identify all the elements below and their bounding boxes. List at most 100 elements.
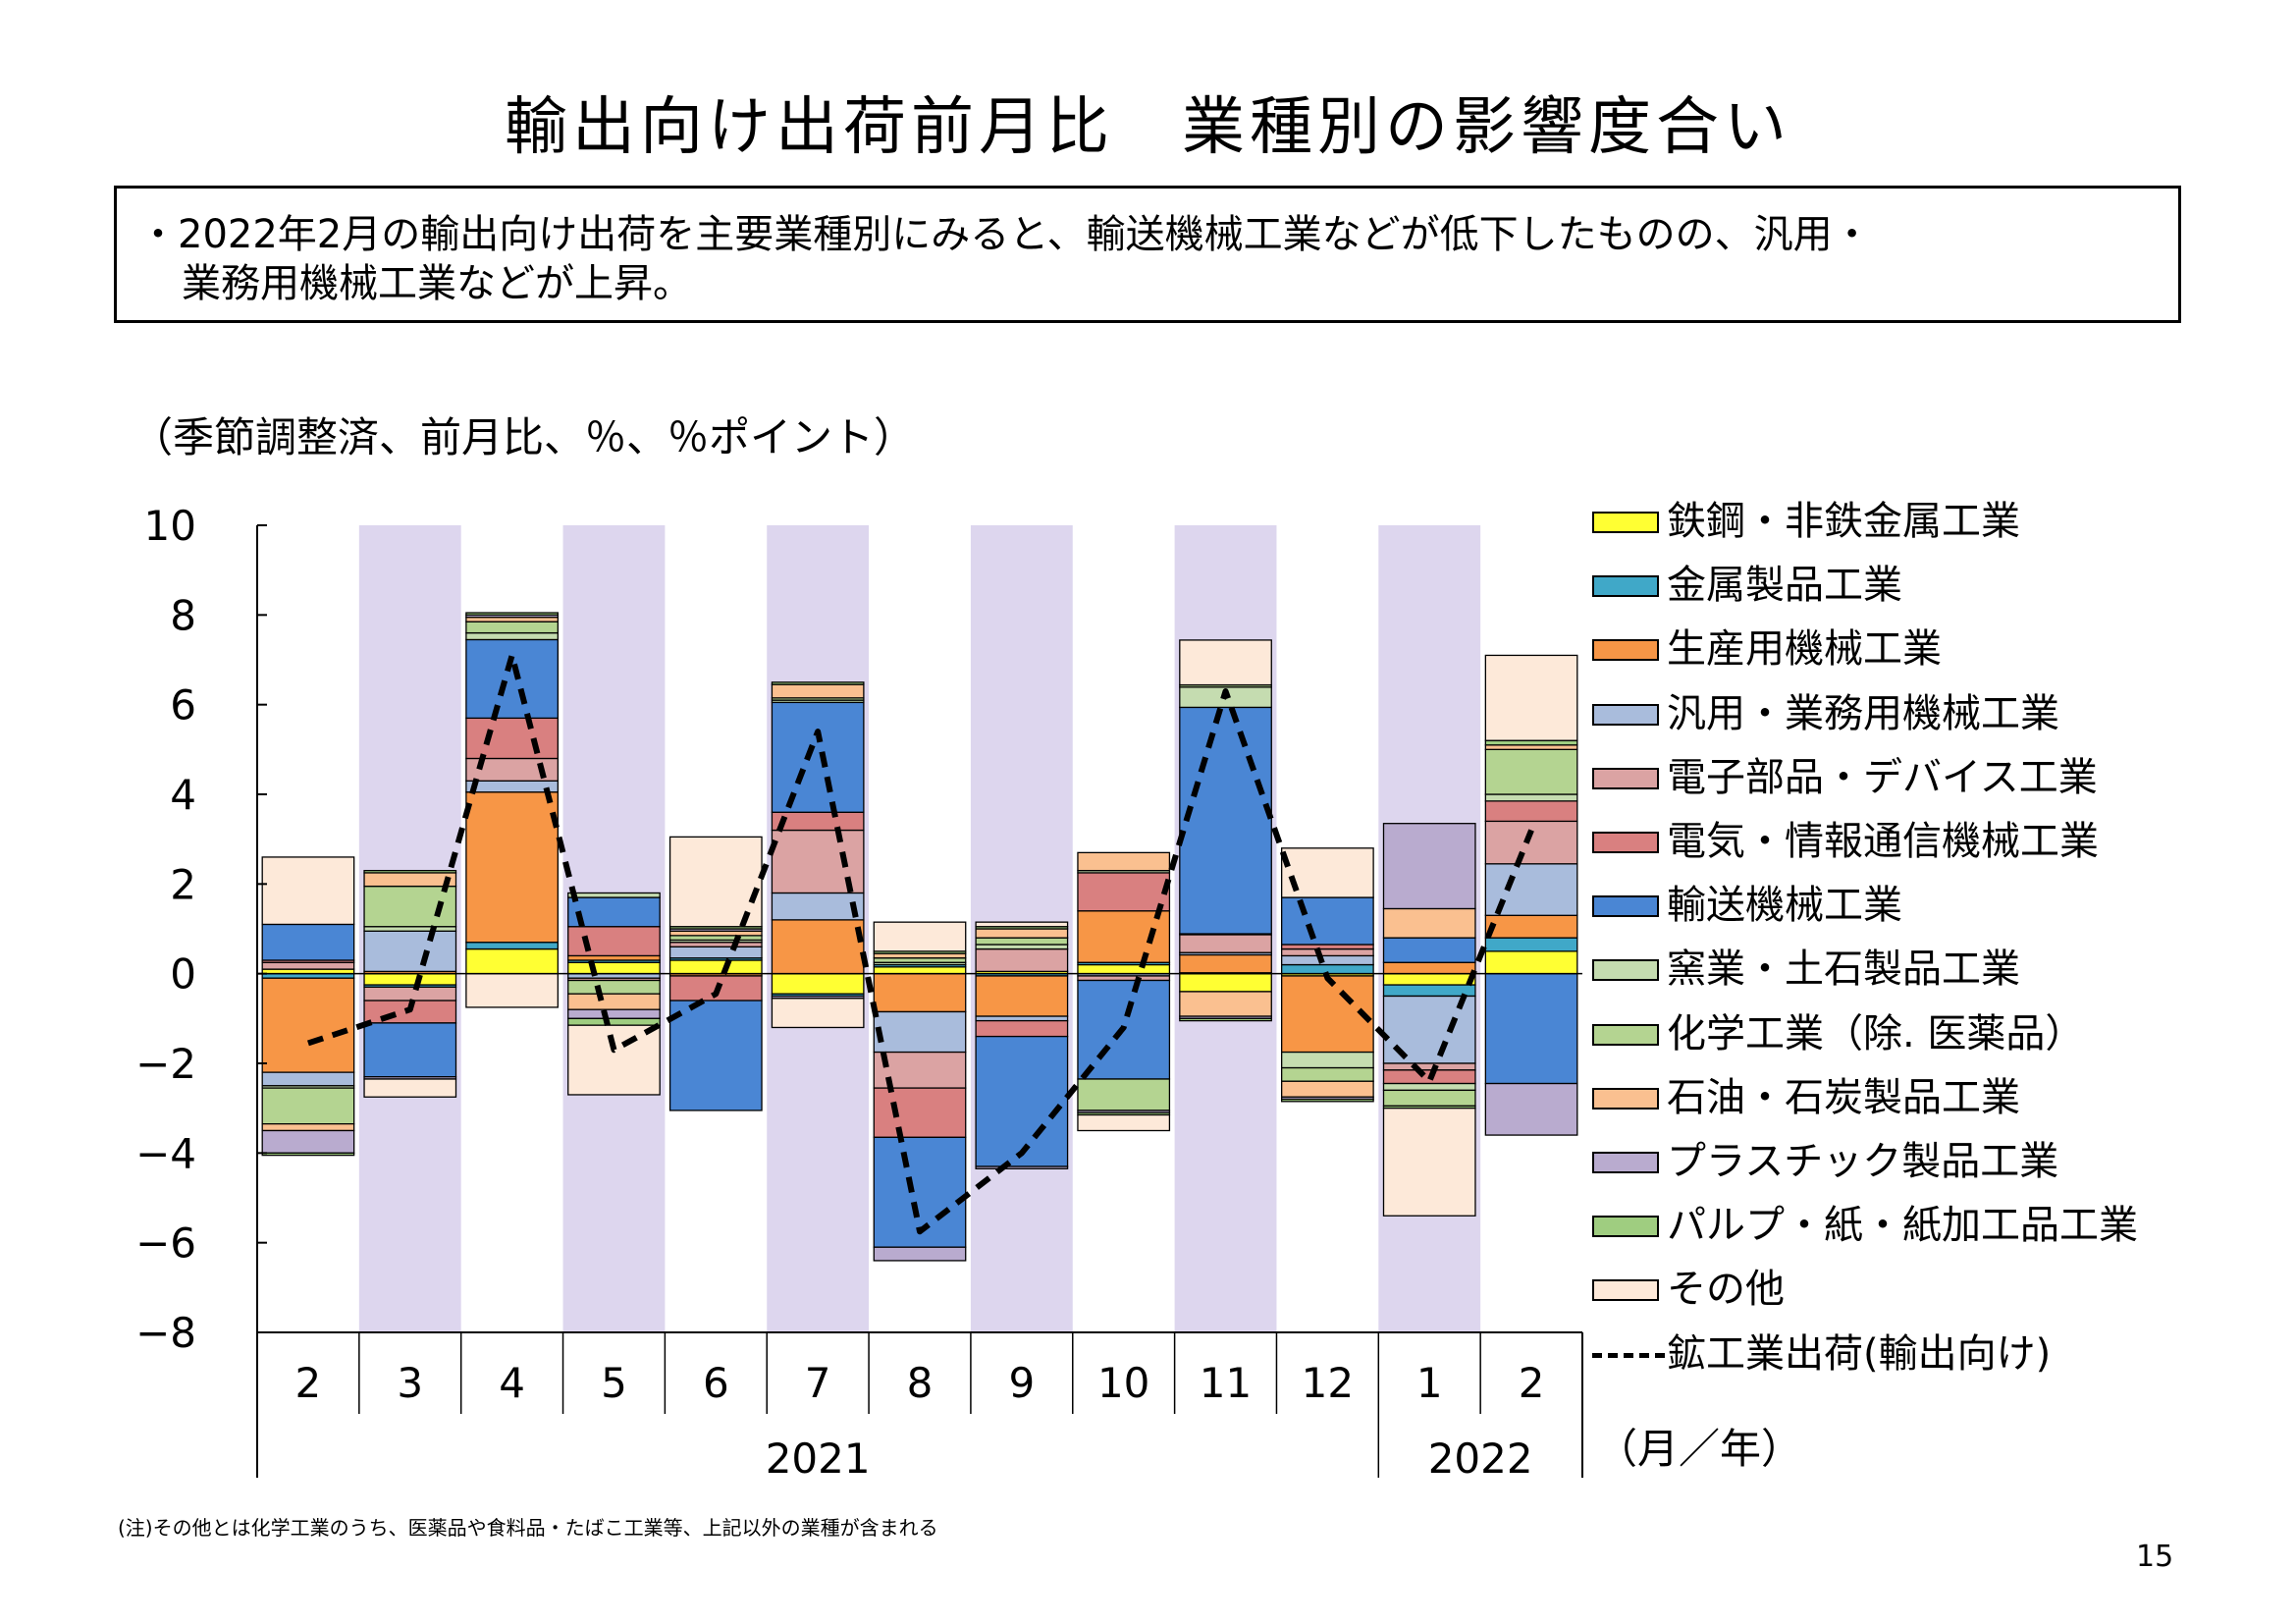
bar-seg-s6-c5 (771, 701, 865, 813)
x-tick-label-4: 6 (703, 1359, 729, 1407)
bar-seg-s2-c10 (1281, 975, 1374, 1054)
bar-seg-s2-c11 (1382, 961, 1476, 975)
x-tick-label-2: 4 (499, 1359, 525, 1407)
legend-swatch-11 (1592, 1216, 1659, 1238)
footnote: (注)その他とは化学工業のうち、医薬品や食料品・たばこ工業等、上記以外の業種が含… (118, 1516, 938, 1540)
bar-seg-s4-c12 (1484, 820, 1578, 865)
bar-seg-s12-c0 (261, 856, 355, 926)
legend-swatch-10 (1592, 1152, 1659, 1173)
bar-seg-s9-c8 (1077, 851, 1171, 872)
bar-seg-s9-c0 (261, 1123, 355, 1132)
y-tick-label-4: 2 (170, 860, 196, 908)
y-tick-label-5: 0 (170, 950, 196, 999)
bar-seg-s10-c12 (1484, 1082, 1578, 1136)
legend-label-13: 鉱工業出荷(輸出向け) (1667, 1330, 2052, 1377)
bar-seg-s0-c4 (668, 959, 763, 975)
summary-line-1: ・2022年2月の輸出向け出荷を主要業種別にみると、輸送機械工業などが低下したも… (138, 212, 1872, 257)
stacked-bars (261, 612, 1578, 1262)
bar-seg-s8-c10 (1281, 1066, 1374, 1082)
bar-seg-s9-c12 (1484, 744, 1578, 750)
y-tick-label-9: −8 (135, 1309, 196, 1357)
bar-seg-s0-c2 (465, 947, 559, 975)
bar-seg-s0-c11 (1382, 973, 1476, 986)
bar-seg-s2-c8 (1077, 910, 1171, 963)
bar-seg-s9-c3 (567, 993, 661, 1010)
bar-seg-s11-c0 (261, 1152, 355, 1157)
bar-seg-s2-c3 (567, 954, 661, 961)
year-label-0: 2021 (766, 1435, 871, 1483)
legend-label-12: その他 (1667, 1267, 1785, 1313)
unit-note: （季節調整済、前月比、％、％ポイント） (132, 413, 916, 461)
bar-seg-s3-c6 (873, 1010, 967, 1054)
year-label-1: 2022 (1428, 1435, 1533, 1483)
bar-seg-s3-c4 (668, 946, 763, 959)
bar-seg-s5-c10 (1281, 944, 1374, 950)
bar-seg-s9-c5 (771, 683, 865, 699)
bar-seg-s2-c0 (261, 977, 355, 1073)
bar-seg-s8-c0 (261, 1087, 355, 1125)
y-tick-label-6: −2 (135, 1040, 196, 1088)
bar-seg-s7-c12 (1484, 793, 1578, 802)
bar-seg-s4-c4 (668, 942, 763, 947)
legend-label-10: プラスチック製品工業 (1667, 1139, 2059, 1184)
bar-seg-s9-c1 (363, 872, 457, 888)
bar-seg-s4-c1 (363, 986, 457, 1001)
bar-seg-s8-c8 (1077, 1078, 1171, 1111)
bar-seg-s10-c3 (567, 1008, 661, 1019)
bar-seg-s9-c7 (975, 928, 1069, 939)
bar-seg-s12-c12 (1484, 654, 1578, 741)
bar-seg-s10-c6 (873, 1246, 967, 1262)
bar-seg-s5-c7 (975, 1019, 1069, 1038)
x-unit-label: （月／年） (1596, 1425, 1802, 1473)
bar-seg-s9-c2 (465, 616, 559, 623)
bar-seg-s6-c4 (668, 1000, 763, 1111)
x-tick-label-7: 9 (1008, 1359, 1035, 1407)
legend-dashed-line-icon (1592, 1352, 1665, 1358)
legend-swatch-1 (1592, 575, 1659, 598)
legend-label-6: 輸送機械工業 (1667, 883, 1902, 929)
bar-seg-s12-c8 (1077, 1113, 1171, 1132)
bar-seg-s11-c12 (1484, 739, 1578, 746)
bar-seg-s6-c7 (975, 1035, 1069, 1167)
bar-seg-s11-c5 (771, 681, 865, 685)
legend-label-5: 電気・情報通信機械工業 (1667, 819, 2099, 864)
page-title: 輸出向け出荷前月比 業種別の影響度合い (505, 91, 1791, 164)
bar-seg-s4-c7 (975, 947, 1069, 973)
x-tick-label-5: 7 (805, 1359, 831, 1407)
x-tick-label-8: 10 (1097, 1359, 1149, 1407)
y-tick-label-3: 4 (170, 771, 196, 819)
bar-seg-s3-c0 (261, 1071, 355, 1087)
bar-seg-s10-c7 (975, 1165, 1069, 1169)
bar-seg-s8-c6 (873, 957, 967, 963)
bar-seg-s0-c5 (771, 973, 865, 995)
legend-label-3: 汎用・業務用機械工業 (1667, 690, 2059, 736)
bar-seg-s7-c2 (465, 631, 559, 641)
x-tick-label-12: 2 (1519, 1359, 1545, 1407)
bar-seg-s4-c9 (1179, 934, 1272, 953)
bar-seg-s5-c6 (873, 1087, 967, 1139)
legend-label-9: 石油・石炭製品工業 (1667, 1074, 2020, 1120)
legend-swatch-8 (1592, 1023, 1659, 1046)
line-export-shipments (306, 652, 1534, 1235)
bar-seg-s11-c2 (465, 612, 559, 616)
bar-seg-s2-c12 (1484, 914, 1578, 939)
bar-seg-s10-c11 (1382, 823, 1476, 910)
bar-seg-s12-c9 (1179, 639, 1272, 686)
y-tick-label-7: −4 (135, 1129, 196, 1177)
bar-seg-s11-c9 (1179, 1017, 1272, 1022)
bar-seg-s12-c1 (363, 1078, 457, 1098)
bar-seg-s5-c8 (1077, 872, 1171, 912)
bar-seg-s12-c2 (465, 973, 559, 1008)
bar-seg-s3-c1 (363, 930, 457, 973)
bar-seg-s1-c12 (1484, 937, 1578, 952)
x-tick-label-9: 11 (1200, 1359, 1252, 1407)
legend-swatch-3 (1592, 703, 1659, 726)
bar-seg-s6-c9 (1179, 706, 1272, 935)
bar-seg-s10-c0 (261, 1129, 355, 1154)
bar-seg-s0-c9 (1179, 973, 1272, 993)
bar-seg-s9-c9 (1179, 991, 1272, 1017)
bar-seg-s6-c1 (363, 1022, 457, 1078)
x-tick-label-11: 1 (1416, 1359, 1443, 1407)
bar-seg-s6-c12 (1484, 973, 1578, 1085)
